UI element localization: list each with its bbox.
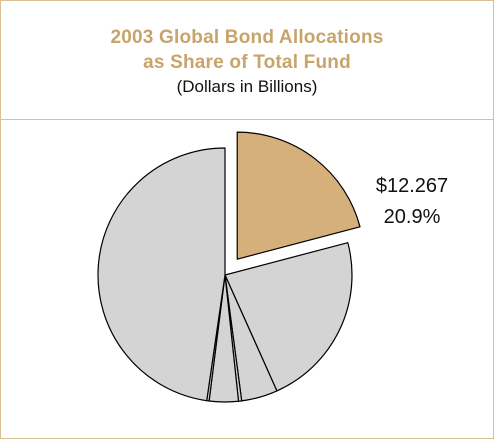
chart-subtitle: (Dollars in Billions) — [176, 77, 318, 96]
chart-title-line-2: as Share of Total Fund — [143, 52, 351, 73]
slice-value-label: $12.267 — [376, 175, 448, 197]
chart-header: 2003 Global Bond Allocations as Share of… — [1, 1, 493, 120]
pie-slices — [97, 131, 361, 403]
slice-percent-label: 20.9% — [384, 206, 441, 228]
pie-labels: $12.267 20.9% — [376, 175, 448, 228]
pie-slice-6 — [97, 147, 226, 402]
pie-slice-1 — [224, 242, 353, 392]
pie-slice-0 — [236, 131, 361, 260]
chart-title-line-1: 2003 Global Bond Allocations — [110, 27, 384, 48]
